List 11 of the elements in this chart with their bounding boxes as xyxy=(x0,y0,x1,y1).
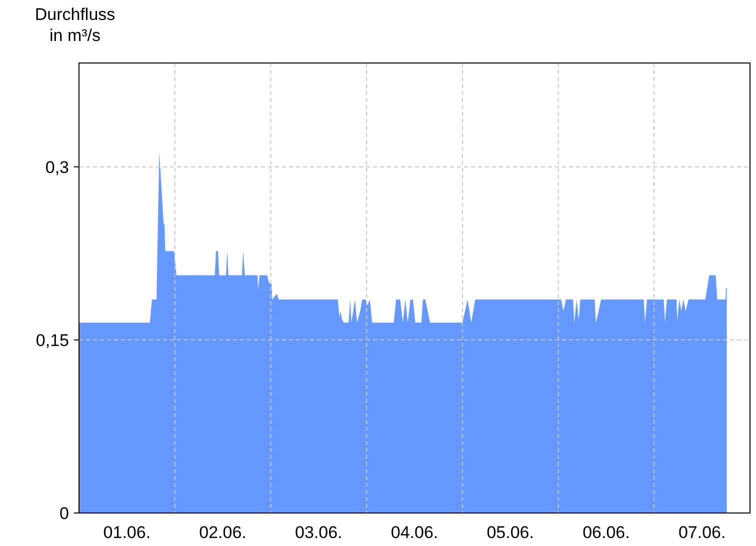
x-tick-label: 07.06. xyxy=(678,523,726,542)
x-tick-label: 02.06. xyxy=(199,523,246,542)
y-tick-label: 0 xyxy=(60,504,69,523)
y-axis-title: Durchfluss in m³/s xyxy=(34,5,116,45)
x-tick-label: 06.06. xyxy=(582,523,630,542)
y-tick-label: 0,15 xyxy=(36,330,69,350)
y-tick-label: 0,3 xyxy=(45,158,69,177)
x-tick-label: 03.06. xyxy=(295,523,342,542)
x-tick-label: 04.06. xyxy=(390,523,438,542)
x-tick-label: 05.06. xyxy=(486,523,534,542)
x-tick-label: 01.06. xyxy=(103,523,151,542)
